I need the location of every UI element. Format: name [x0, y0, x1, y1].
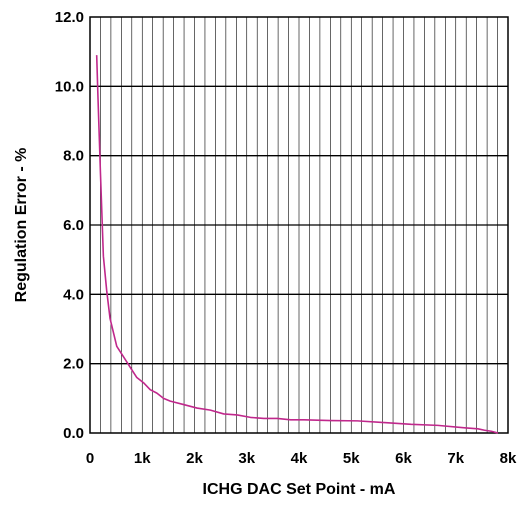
x-tick-label: 5k: [343, 450, 360, 467]
y-tick-label: 10.0: [55, 78, 84, 95]
plot-frame: [89, 16, 509, 434]
y-tick-label: 0.0: [63, 425, 84, 442]
x-axis-title: ICHG DAC Set Point - mA: [203, 481, 396, 498]
y-tick-label: 2.0: [63, 356, 84, 373]
x-tick-label: 7k: [447, 450, 464, 467]
series-line-0: [95, 55, 499, 434]
major-grid: [90, 85, 508, 365]
x-tick-label: 0: [86, 450, 94, 467]
series-layer: [95, 55, 499, 434]
x-tick-label: 6k: [395, 450, 412, 467]
x-tick-label: 4k: [291, 450, 308, 467]
x-tick-labels: 0 1k 2k 3k 4k 5k 6k 7k 8k: [86, 450, 517, 467]
x-tick-label: 1k: [134, 450, 151, 467]
y-tick-label: 12.0: [55, 9, 84, 26]
y-tick-label: 4.0: [63, 286, 84, 303]
y-tick-labels: 0.0 2.0 4.0 6.0 8.0 10.0 12.0: [55, 9, 84, 442]
y-tick-label: 6.0: [63, 217, 84, 234]
x-tick-label: 2k: [186, 450, 203, 467]
x-tick-label: 8k: [500, 450, 517, 467]
x-tick-label: 3k: [238, 450, 255, 467]
y-tick-label: 8.0: [63, 148, 84, 165]
y-axis-title: Regulation Error - %: [13, 148, 30, 303]
